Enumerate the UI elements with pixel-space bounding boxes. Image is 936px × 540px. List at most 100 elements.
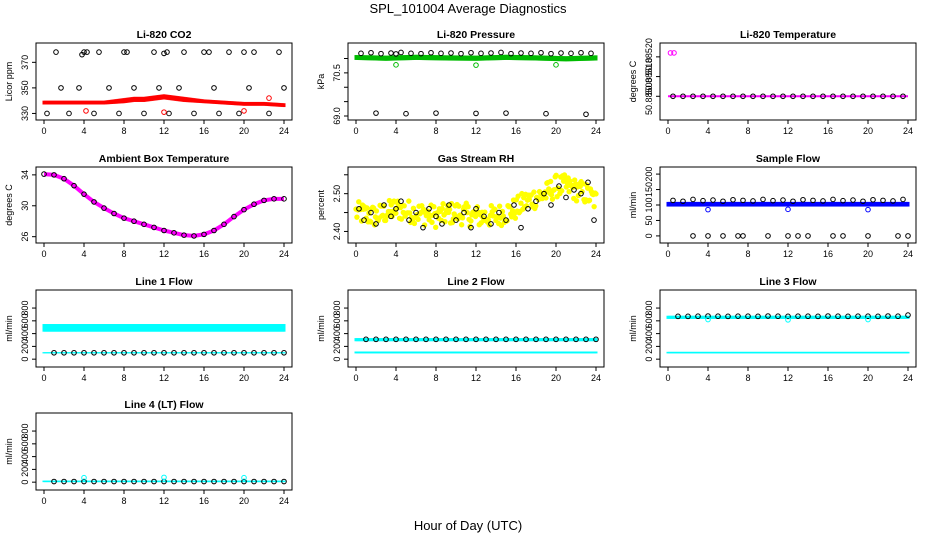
data-point [503,217,509,223]
data-point [354,214,360,220]
y-tick-label: 800 [20,301,30,316]
y-tick-label: 200 [332,339,342,354]
x-tick-label: 4 [81,126,86,136]
x-tick-label: 4 [81,496,86,506]
data-point [830,93,836,100]
data-point [710,197,716,203]
data-point [141,221,147,228]
data-point [830,196,836,203]
data-point [548,192,555,198]
x-tick-label: 24 [903,126,913,136]
y-tick-label: 30 [20,201,30,211]
data-point [71,478,77,485]
y-tick-label: 50.88510 [644,58,654,96]
data-point [81,191,87,197]
data-point [481,213,487,220]
data-point [765,233,771,239]
data-point [216,110,222,117]
data-point [201,349,207,356]
data-point [720,93,726,100]
data-point [850,197,856,203]
data-point [266,95,272,101]
plot-area [666,312,911,354]
panel-title: Li-820 Temperature [740,29,836,41]
data-point [730,93,736,100]
data-point [81,478,87,485]
data-point [700,93,706,100]
data-point [106,85,112,91]
data-point [518,50,524,56]
y-axis-label: percent [316,189,326,220]
y-tick-label: 200 [644,167,654,182]
data-point [151,49,157,55]
plot-area [354,336,599,354]
x-tick-label: 20 [551,126,561,136]
data-point [558,50,564,56]
data-point [171,349,177,356]
data-point [750,198,756,204]
data-point [705,316,711,323]
plot-area [667,50,908,100]
x-tick-label: 20 [239,373,249,383]
data-point [700,197,706,204]
data-point [523,336,529,343]
data-point [420,224,426,231]
data-point [578,49,584,56]
data-point [785,233,791,239]
data-point [730,196,736,203]
y-axis-label: ml/min [628,315,638,342]
data-point [533,203,539,209]
data-point [71,349,77,356]
data-point [548,50,554,57]
data-point [131,218,137,225]
data-point [124,49,130,55]
data-point [705,233,711,239]
data-point [810,197,816,204]
data-point [261,349,267,356]
data-point [141,110,147,117]
data-point [549,196,556,202]
figure-title: SPL_101004 Average Diagnostics [369,1,567,16]
data-point [131,85,137,91]
data-point [573,336,579,343]
data-point [845,313,851,320]
plot-frame [659,289,917,368]
data-point [493,336,499,343]
data-point [586,197,593,204]
data-point [241,206,247,213]
data-point [895,233,901,239]
data-point [895,313,901,320]
data-point [473,336,479,343]
data-point [795,233,801,239]
data-point [131,478,137,485]
y-tick-label: 600 [644,313,654,328]
data-point [680,198,686,205]
data-point [176,85,182,91]
data-point [671,50,677,56]
data-point [181,478,187,485]
data-point [388,213,394,220]
data-point [695,313,701,320]
data-point [790,93,796,100]
data-point [473,205,479,212]
data-point [281,85,287,91]
data-point [406,217,412,223]
data-point [593,336,599,343]
data-point [363,336,369,343]
data-point [473,110,479,117]
x-tick-label: 20 [863,373,873,383]
data-point [512,215,519,221]
y-tick-label: 800 [332,301,342,316]
x-tick-label: 4 [393,249,398,259]
plot-area [353,172,599,231]
data-point [508,50,514,57]
x-tick-label: 24 [591,373,601,383]
data-point [356,205,362,212]
x-tick-label: 4 [81,249,86,259]
data-point [685,313,691,320]
data-point [221,349,227,356]
panel-title: Li-820 Pressure [437,29,515,41]
data-point [448,50,454,56]
data-point [181,49,187,55]
y-tick-label: 200 [644,339,654,354]
